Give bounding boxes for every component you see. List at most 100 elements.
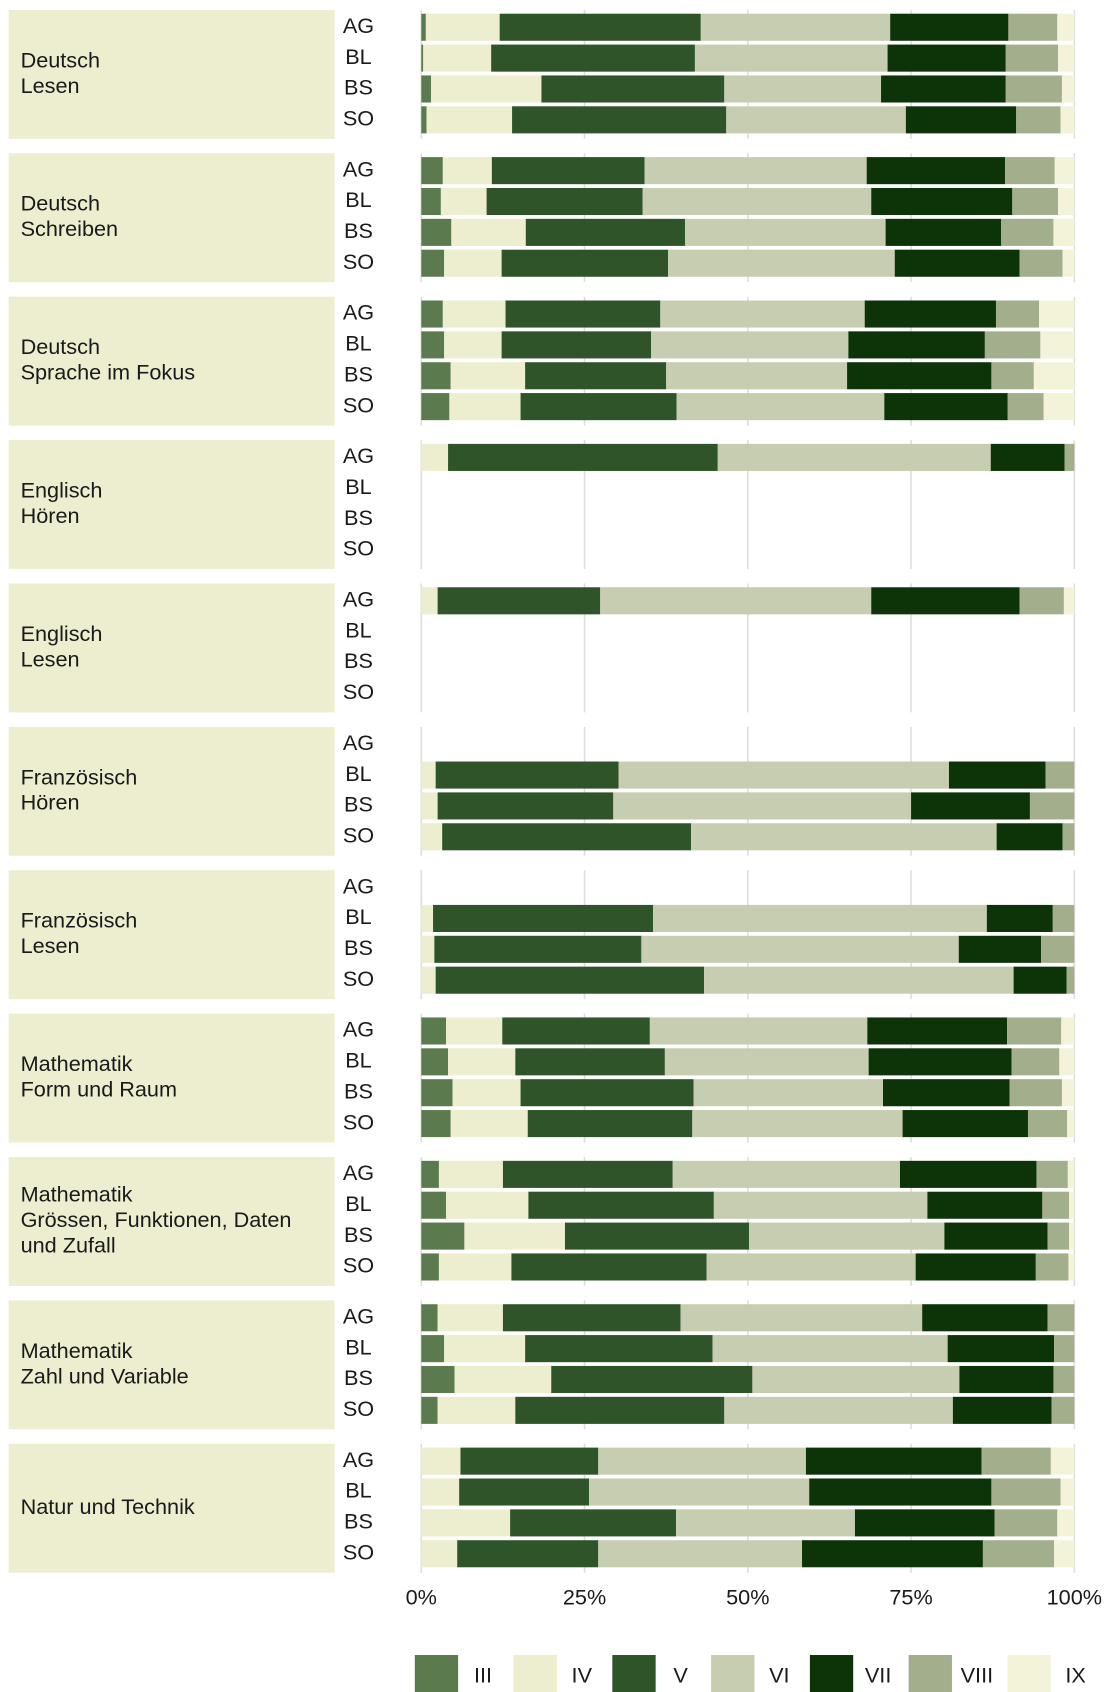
bar-segment: [421, 1447, 461, 1475]
bar-segment: [541, 75, 725, 103]
bar-segment: [421, 904, 434, 932]
bar-segment: [421, 1396, 438, 1424]
bar-segment: [1011, 1048, 1060, 1076]
legend-swatch: [414, 1655, 459, 1692]
bar-segment: [528, 1191, 714, 1219]
bar-segment: [421, 1110, 451, 1138]
bar-segment: [1005, 75, 1062, 103]
bar-segment: [685, 218, 886, 246]
facet-label: Französisch: [21, 764, 138, 789]
row-label: BS: [344, 1222, 373, 1247]
bar-segment: [713, 1191, 928, 1219]
bar-segment: [421, 823, 443, 851]
bar-segment: [1009, 1079, 1062, 1107]
bar-segment: [1061, 75, 1075, 103]
bar-segment: [515, 1048, 665, 1076]
bar-segment: [421, 443, 449, 471]
bar-segment: [894, 249, 1020, 277]
facet-label-box: [8, 153, 335, 283]
bar-segment: [444, 249, 502, 277]
row-label: BS: [344, 75, 373, 100]
bar-segment: [948, 761, 1046, 789]
bar-segment: [421, 157, 443, 185]
bar-segment: [1064, 443, 1075, 471]
x-tick-label: 50%: [726, 1584, 769, 1609]
bar-segment: [644, 157, 867, 185]
bar-segment: [982, 1540, 1055, 1568]
bar-segment: [564, 1222, 750, 1250]
bar-segment: [984, 331, 1041, 359]
bar-segment: [618, 761, 949, 789]
bar-segment: [959, 1365, 1054, 1394]
bar-segment: [421, 1191, 447, 1219]
bar-segment: [1043, 393, 1075, 421]
bar-segment: [1012, 187, 1059, 216]
bar-segment: [505, 300, 661, 328]
bar-segment: [421, 1335, 445, 1363]
bar-segment: [421, 1253, 439, 1281]
bar-segment: [442, 157, 492, 185]
row-label: BL: [345, 1191, 372, 1216]
bar-segment: [421, 1222, 465, 1250]
bar-segment: [491, 44, 695, 72]
bar-segment: [421, 1304, 438, 1332]
bar-segment: [501, 249, 669, 277]
x-tick-label: 75%: [889, 1584, 932, 1609]
bar-segment: [525, 1335, 713, 1363]
bar-segment: [915, 1253, 1036, 1281]
bar-segment: [1053, 218, 1075, 246]
bar-segment: [1061, 1017, 1075, 1045]
bar-segment: [450, 362, 526, 390]
bar-segment: [1042, 1191, 1070, 1219]
bar-segment: [459, 1478, 590, 1506]
bar-segment: [692, 1110, 903, 1138]
bar-segment: [423, 44, 492, 72]
legend-swatch: [513, 1655, 557, 1692]
facet-label: Französisch: [21, 908, 138, 933]
bar-segment: [675, 1509, 855, 1537]
bar-segment: [847, 362, 992, 390]
bar-segment: [426, 106, 513, 134]
facet-label-box: [8, 296, 335, 426]
bar-segment: [421, 1160, 439, 1188]
bar-segment: [460, 1447, 599, 1475]
row-label: SO: [343, 392, 374, 417]
bar-segment: [884, 393, 1008, 421]
bar-segment: [995, 300, 1040, 328]
facet-label: Englisch: [21, 621, 103, 646]
bar-segment: [693, 1079, 883, 1107]
bar-segment: [981, 1447, 1051, 1475]
bar-segment: [1019, 587, 1064, 615]
bar-segment: [1054, 1335, 1075, 1363]
bar-segment: [1060, 106, 1075, 134]
row-label: AG: [343, 1447, 374, 1472]
bar-segment: [421, 75, 432, 103]
row-label: BS: [344, 361, 373, 386]
row-label: SO: [343, 966, 374, 991]
row-label: AG: [343, 1160, 374, 1185]
row-label: SO: [343, 1109, 374, 1134]
bar-segment: [994, 1509, 1058, 1537]
bar-segment: [437, 1396, 516, 1424]
bar-segment: [421, 1365, 455, 1394]
bar-segment: [437, 1304, 503, 1332]
row-label: BS: [344, 1365, 373, 1390]
bar-segment: [680, 1304, 923, 1332]
bar-segment: [1039, 300, 1075, 328]
row-label: BS: [344, 792, 373, 817]
bar-segment: [464, 1222, 565, 1250]
bar-segment: [905, 106, 1017, 134]
bar-segment: [911, 792, 1030, 820]
legend-swatch: [711, 1655, 755, 1692]
bar-segment: [882, 1079, 1010, 1107]
x-tick-label: 25%: [563, 1584, 606, 1609]
bar-segment: [527, 1110, 693, 1138]
bar-segment: [1052, 904, 1075, 932]
row-label: BL: [345, 474, 372, 499]
facet-label: Lesen: [21, 933, 80, 958]
bar-segment: [996, 823, 1063, 851]
bar-segment: [1050, 1447, 1075, 1475]
bar-segment: [947, 1335, 1055, 1363]
